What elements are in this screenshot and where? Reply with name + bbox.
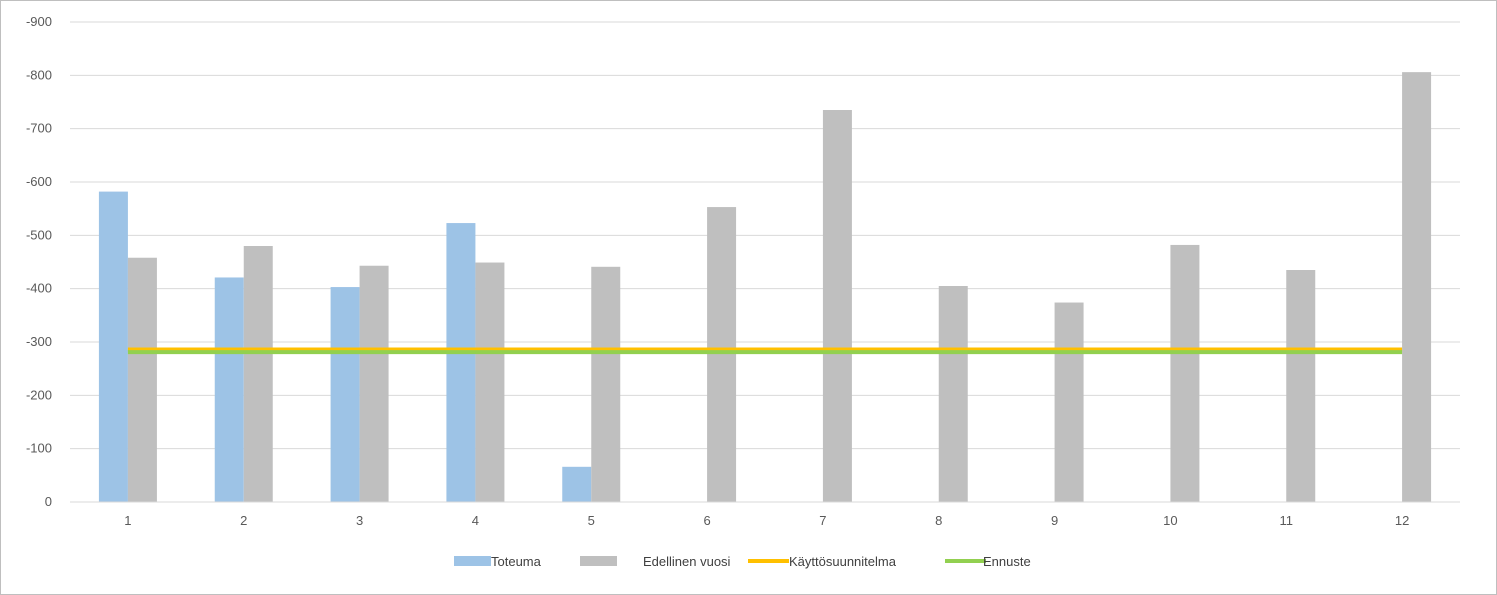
bars <box>99 72 1431 502</box>
bar-edellinen-vuosi <box>591 267 620 502</box>
x-tick-label: 3 <box>356 513 363 528</box>
y-tick-label: 0 <box>45 494 52 509</box>
legend-swatch <box>454 556 491 566</box>
bar-edellinen-vuosi <box>939 286 968 502</box>
x-tick-label: 12 <box>1395 513 1409 528</box>
y-axis-ticks: 0 -100 -200 -300 -400 -500 -600 -700 -800 -900 <box>26 14 52 509</box>
x-tick-label: 1 <box>124 513 131 528</box>
gridlines <box>70 22 1460 449</box>
bar-edellinen-vuosi <box>707 207 736 502</box>
x-tick-label: 4 <box>472 513 479 528</box>
x-axis-ticks: 1 2 3 4 5 6 7 8 9 10 11 12 <box>124 513 1409 528</box>
bar-edellinen-vuosi <box>1286 270 1315 502</box>
x-tick-label: 10 <box>1163 513 1177 528</box>
y-tick-label: -600 <box>26 174 52 189</box>
bar-edellinen-vuosi <box>1402 72 1431 502</box>
legend-label: Ennuste <box>983 554 1031 569</box>
bar-toteuma <box>215 277 244 502</box>
legend-swatch <box>580 556 617 566</box>
x-tick-label: 6 <box>703 513 710 528</box>
y-tick-label: -300 <box>26 334 52 349</box>
bar-toteuma <box>562 467 591 502</box>
x-tick-label: 11 <box>1280 513 1294 528</box>
y-tick-label: -500 <box>26 227 52 242</box>
legend-label: Toteuma <box>491 554 542 569</box>
bar-edellinen-vuosi <box>128 258 157 502</box>
bar-edellinen-vuosi <box>1055 303 1084 502</box>
series-lines <box>128 349 1402 352</box>
x-tick-label: 8 <box>935 513 942 528</box>
y-tick-label: -200 <box>26 387 52 402</box>
legend: Toteuma Edellinen vuosi Käyttösuunnitelma E… <box>454 554 1031 569</box>
legend-label: Edellinen vuosi <box>643 554 731 569</box>
x-tick-label: 5 <box>588 513 595 528</box>
y-tick-label: -800 <box>26 67 52 82</box>
bar-toteuma <box>99 192 128 502</box>
bar-edellinen-vuosi <box>823 110 852 502</box>
bar-edellinen-vuosi <box>1170 245 1199 502</box>
y-tick-label: -900 <box>26 14 52 29</box>
legend-label: Käyttösuunnitelma <box>789 554 897 569</box>
y-tick-label: -700 <box>26 121 52 136</box>
y-tick-label: -100 <box>26 441 52 456</box>
y-tick-label: -400 <box>26 281 52 296</box>
bar-toteuma <box>446 223 475 502</box>
bar-edellinen-vuosi <box>244 246 273 502</box>
x-tick-label: 7 <box>819 513 826 528</box>
bar-edellinen-vuosi <box>475 263 504 502</box>
bar-toteuma <box>331 287 360 502</box>
bar-edellinen-vuosi <box>360 266 389 502</box>
x-tick-label: 2 <box>240 513 247 528</box>
x-tick-label: 9 <box>1051 513 1058 528</box>
